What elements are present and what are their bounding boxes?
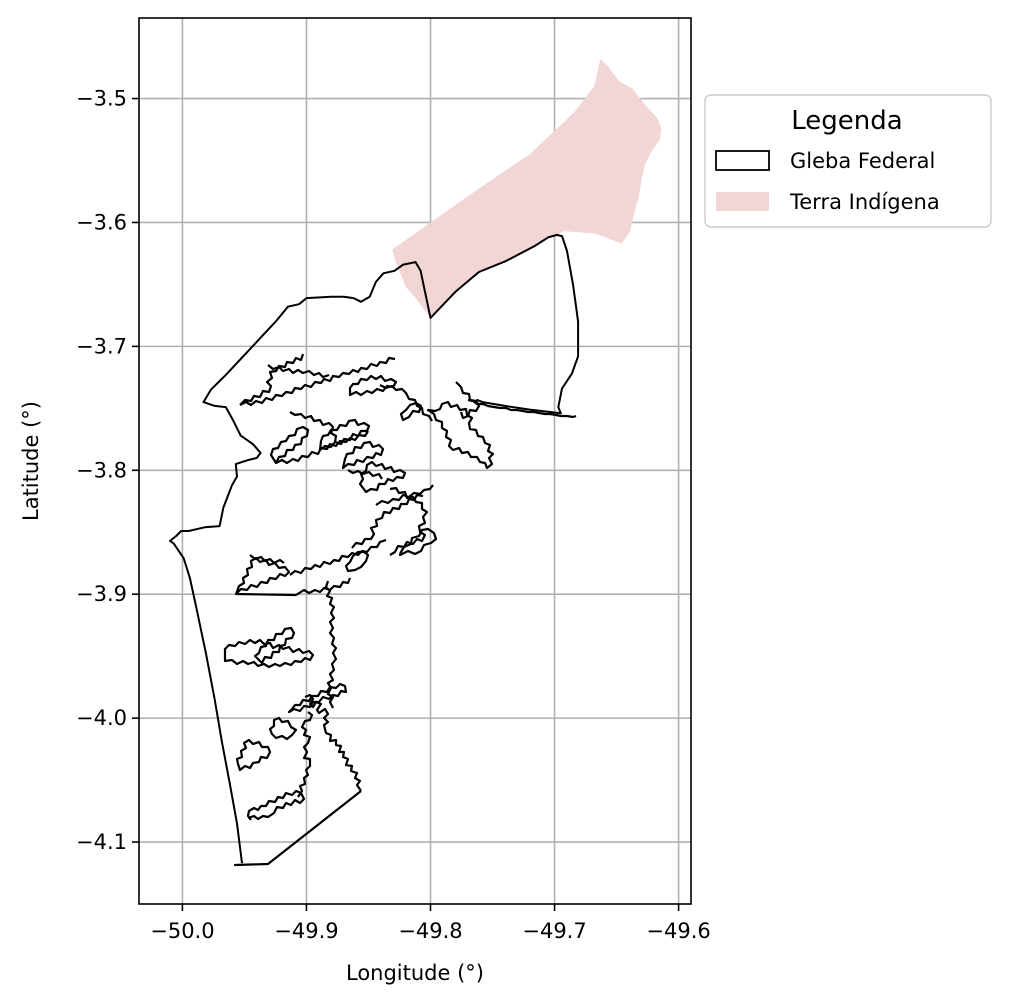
- legend-label-terra-indigena: Terra Indígena: [789, 190, 940, 214]
- legend-frame: [704, 94, 992, 228]
- y-tick-label: −3.6: [76, 210, 127, 234]
- x-tick-label: −49.6: [646, 919, 710, 943]
- y-axis-ticks: −3.5 −3.6 −3.7 −3.8 −3.9 −4.0 −4.1: [76, 87, 139, 854]
- x-tick-label: −49.7: [522, 919, 586, 943]
- legend-title: Legenda: [791, 106, 902, 136]
- x-tick-label: −50.0: [150, 919, 214, 943]
- plot-frame: [138, 17, 692, 905]
- legend-swatch-gleba-federal: [715, 150, 770, 171]
- y-tick-label: −3.5: [76, 87, 127, 111]
- terra-indigena-polygon: [392, 58, 662, 318]
- legend-label-gleba-federal: Gleba Federal: [790, 149, 935, 173]
- gleba-federal-boundary: [169, 233, 580, 864]
- gleba-federal-layer: [169, 233, 580, 867]
- y-tick-label: −3.8: [76, 458, 127, 482]
- y-axis-title: Latitude (°): [19, 401, 43, 521]
- y-tick-label: −3.7: [76, 334, 127, 358]
- terra-indigena-layer: [392, 58, 662, 318]
- grid-lines: [139, 18, 691, 904]
- gleba-federal-river-boundary: [223, 353, 577, 867]
- legend: Legenda Gleba Federal Terra Indígena: [704, 94, 992, 228]
- x-tick-label: −49.9: [274, 919, 338, 943]
- x-axis-title: Longitude (°): [346, 961, 484, 985]
- legend-swatch-terra-indigena: [716, 192, 769, 211]
- y-tick-label: −4.0: [76, 706, 127, 730]
- y-tick-label: −3.9: [76, 582, 127, 606]
- y-tick-label: −4.1: [76, 830, 127, 854]
- x-axis-ticks: −50.0 −49.9 −49.8 −49.7 −49.6: [150, 904, 711, 943]
- x-tick-label: −49.8: [398, 919, 462, 943]
